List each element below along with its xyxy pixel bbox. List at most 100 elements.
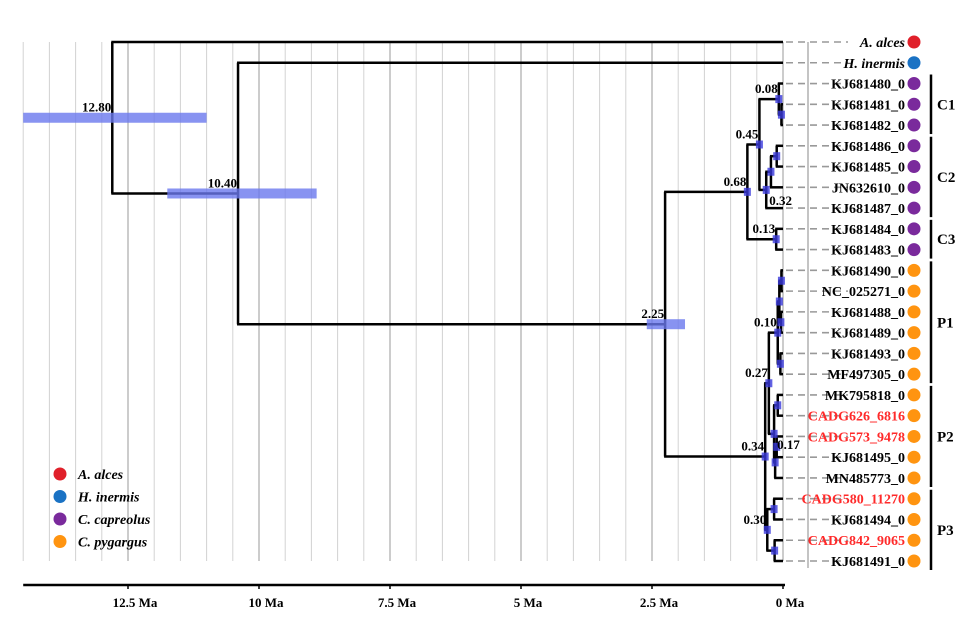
legend-dot xyxy=(53,512,67,526)
legend-dot xyxy=(53,490,67,503)
axis-tick-label: 10 Ma xyxy=(248,595,284,610)
hpd-bar xyxy=(743,187,751,196)
species-dot xyxy=(907,77,921,91)
hpd-bar xyxy=(775,297,783,306)
tip-label: CADG573_9478 xyxy=(808,430,905,445)
axis-tick-label: 0 Ma xyxy=(776,595,805,610)
legend-label: A. alces xyxy=(77,468,124,483)
hpd-bar xyxy=(774,401,782,410)
hpd-bar xyxy=(765,379,773,388)
node-age-label: 2.25 xyxy=(641,306,664,321)
species-dot xyxy=(907,492,921,506)
hpd-bar xyxy=(777,110,785,119)
axis-tick-label: 7.5 Ma xyxy=(378,595,417,610)
legend-label: C. capreolus xyxy=(78,513,151,528)
node-age-label: 0.10 xyxy=(754,315,777,330)
axis-tick-label: 5 Ma xyxy=(514,595,543,610)
species-dot xyxy=(907,409,921,423)
tip-label: KJ681495_0 xyxy=(831,451,905,466)
tip-label: CADG580_11270 xyxy=(802,493,905,508)
species-dot xyxy=(907,180,921,194)
tip-label: KJ681488_0 xyxy=(831,306,905,321)
hpd-bar xyxy=(772,235,780,244)
species-dot xyxy=(907,243,921,257)
hpd-bar xyxy=(777,276,785,285)
hpd-bar xyxy=(770,429,778,438)
tip-label: H. inermis xyxy=(843,57,906,72)
tip-label: KJ681483_0 xyxy=(831,244,905,259)
tip-label: KJ681491_0 xyxy=(831,555,905,570)
tip-label: KJ681480_0 xyxy=(831,78,905,93)
tip-label: KJ681490_0 xyxy=(831,264,905,279)
node-marks: 0.08 0.32 0.45 0.13 0.68 0.10 0.17 0.27 0.30 0.34… xyxy=(23,81,800,555)
node-age-label: 0.45 xyxy=(736,127,759,142)
species-dot xyxy=(907,305,921,319)
clade-label: P3 xyxy=(937,523,954,539)
species-dot xyxy=(907,118,921,132)
node-age-label: 0.13 xyxy=(752,221,775,236)
tip-label: KJ681494_0 xyxy=(831,513,905,528)
legend-dot xyxy=(53,467,67,481)
species-dot xyxy=(907,512,921,526)
species-dot xyxy=(907,367,921,381)
hpd-bar xyxy=(771,546,779,555)
tip-label: NC_025271_0 xyxy=(822,285,905,300)
hpd-bar xyxy=(776,359,784,368)
tip-label: KJ681486_0 xyxy=(831,140,905,155)
species-dot xyxy=(907,56,921,70)
hpd-bar xyxy=(23,112,207,123)
tip-label: KJ681481_0 xyxy=(831,98,905,113)
hpd-bar xyxy=(646,319,686,330)
tip-label: MF497305_0 xyxy=(827,368,905,383)
node-age-label: 0.68 xyxy=(724,174,747,189)
species-dot xyxy=(907,201,921,215)
tip-label: KJ681485_0 xyxy=(831,161,905,176)
species-dot xyxy=(907,346,921,360)
hpd-bar xyxy=(763,525,771,534)
species-dot xyxy=(907,554,921,568)
tip-labels: A. alces H. inermis KJ681480_0 KJ681481_0 KJ… xyxy=(786,35,921,570)
species-dot xyxy=(907,326,921,340)
species-dot xyxy=(907,263,921,277)
hpd-bar xyxy=(773,152,781,161)
species-dot xyxy=(907,471,921,485)
tip-label: KJ681493_0 xyxy=(831,347,905,362)
tip-label: KJ681489_0 xyxy=(831,327,905,342)
node-age-label: 0.30 xyxy=(744,512,767,527)
tip-label: CADG842_9065 xyxy=(808,534,905,549)
clade-label: C3 xyxy=(937,232,955,248)
tip-label: CADG626_6816 xyxy=(808,410,905,425)
branches xyxy=(111,40,783,563)
tip-label: MN485773_0 xyxy=(826,472,905,487)
species-dot xyxy=(907,450,921,464)
hpd-bar xyxy=(755,140,763,149)
clade-label: C1 xyxy=(937,97,955,113)
hpd-bar xyxy=(777,318,785,327)
species-dot xyxy=(907,533,921,547)
hpd-bar xyxy=(761,452,769,461)
node-age-label: 0.32 xyxy=(769,193,792,208)
tip-label: KJ681487_0 xyxy=(831,202,905,217)
clade-label: P2 xyxy=(937,429,954,445)
tip-label: A. alces xyxy=(859,36,906,51)
node-age-label: 0.27 xyxy=(745,365,768,380)
clade-label: C2 xyxy=(937,170,955,186)
species-dot xyxy=(907,97,921,111)
species-dot xyxy=(907,160,921,174)
node-age-label: 0.34 xyxy=(741,439,764,454)
legend-label: H. inermis xyxy=(77,491,140,506)
clade-label: P1 xyxy=(937,315,954,331)
axis-tick-label: 12.5 Ma xyxy=(113,595,158,610)
hpd-bar xyxy=(774,328,782,337)
hpd-bar xyxy=(773,442,781,451)
species-dot xyxy=(907,388,921,402)
legend-dot xyxy=(53,535,67,548)
species-dot xyxy=(907,35,921,49)
tip-label: KJ681484_0 xyxy=(831,223,905,238)
axis-tick-label: 2.5 Ma xyxy=(640,595,679,610)
legend-label: C. pygargus xyxy=(78,536,148,551)
species-dot xyxy=(907,139,921,153)
node-age-label: 0.08 xyxy=(755,81,778,96)
